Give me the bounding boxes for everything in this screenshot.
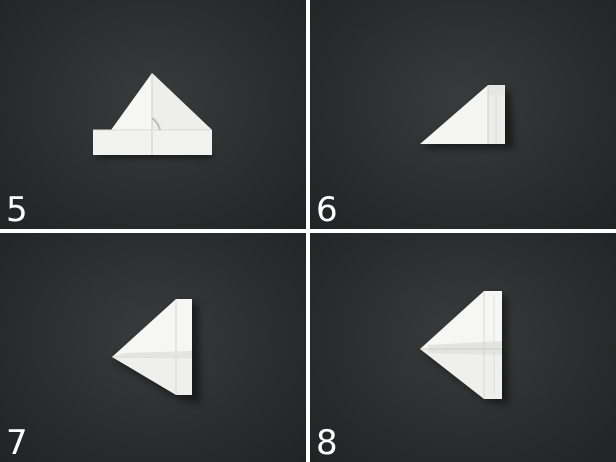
step-number: 5: [6, 190, 28, 229]
step-panel-8: 8: [310, 233, 616, 462]
step-panel-6: 6: [310, 0, 616, 229]
step-panel-5: 5: [0, 0, 306, 229]
step-number: 6: [316, 190, 338, 229]
folded-paper-step-8: [420, 291, 508, 405]
folded-paper-step-6: [420, 85, 514, 148]
step-panel-7: 7: [0, 233, 306, 462]
step-number: 8: [316, 423, 338, 462]
folded-paper-step-5: [93, 73, 214, 158]
step-number: 7: [6, 423, 28, 462]
folded-paper-step-7: [112, 299, 200, 403]
